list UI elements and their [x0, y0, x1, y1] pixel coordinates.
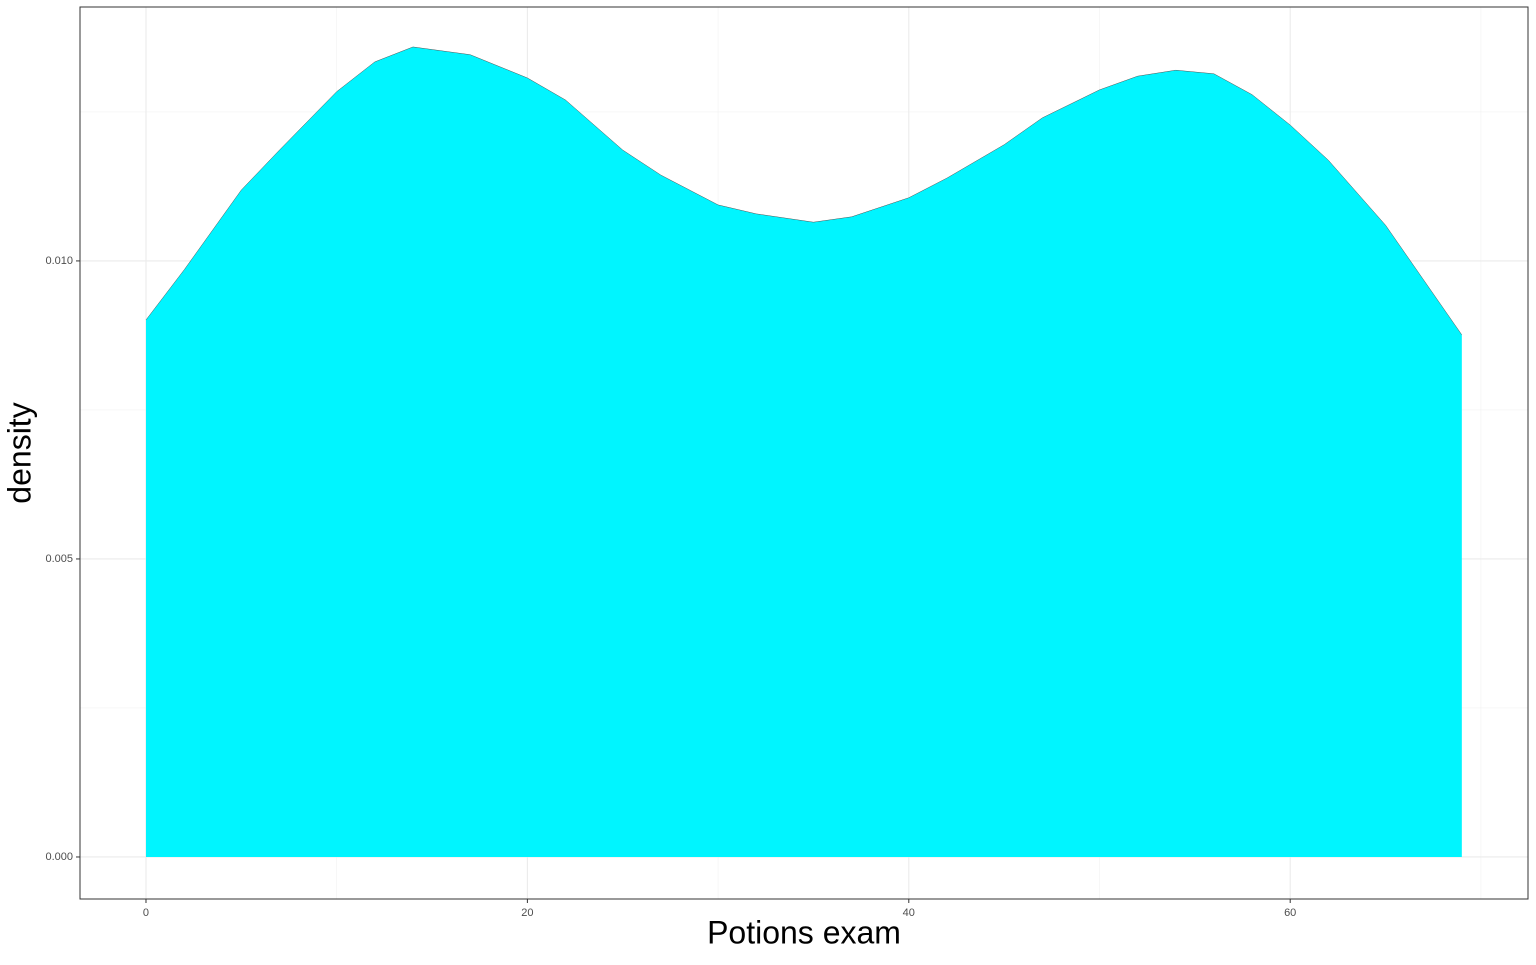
y-tick-label: 0.005	[45, 553, 73, 565]
y-axis-title: density	[1, 402, 37, 503]
x-axis-title: Potions exam	[707, 914, 901, 950]
x-tick-label: 60	[1284, 907, 1296, 919]
x-tick-label: 0	[143, 907, 149, 919]
y-tick-label: 0.010	[45, 255, 73, 267]
density-line	[145, 46, 1463, 335]
panel-border	[79, 6, 1529, 900]
density-area	[145, 46, 1462, 857]
x-tick-label: 40	[903, 907, 915, 919]
x-tick-label: 20	[521, 907, 533, 919]
y-tick-label: 0.000	[45, 851, 73, 863]
